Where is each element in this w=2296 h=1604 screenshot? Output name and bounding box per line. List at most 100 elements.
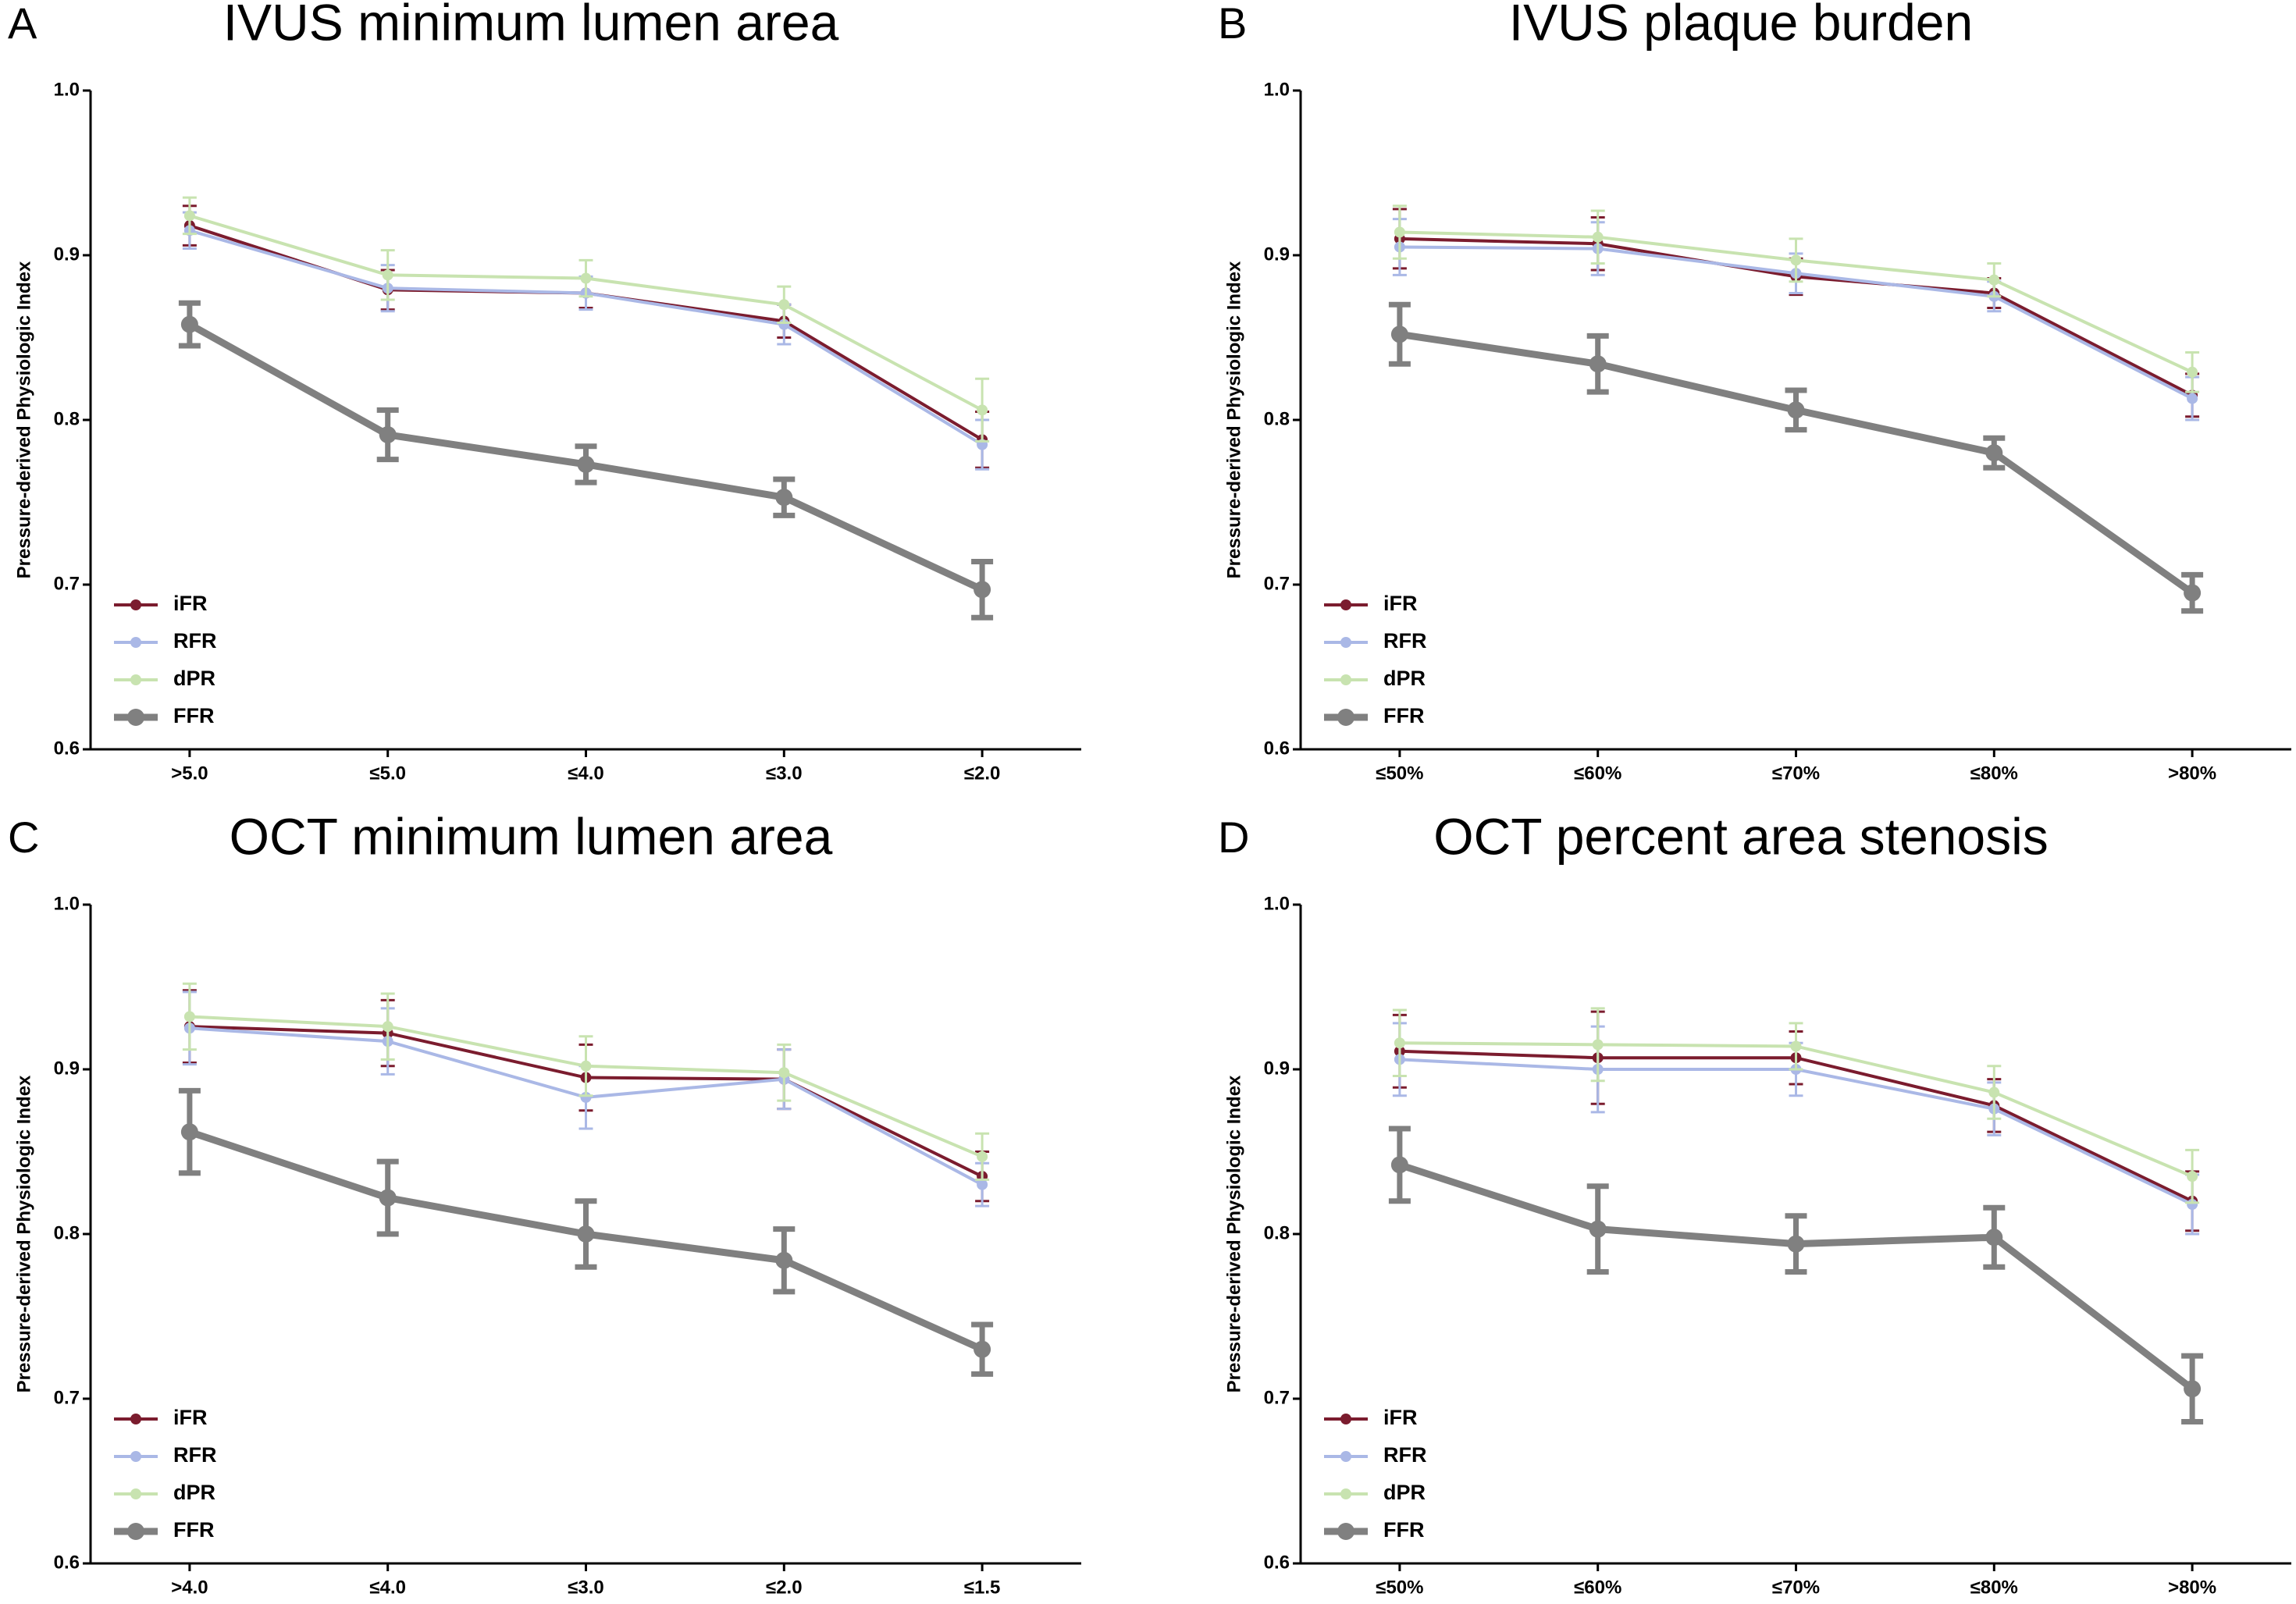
legend-label: RFR [1383,629,1427,653]
point [1787,401,1805,419]
panel-label: D [1218,813,1249,862]
point [1592,1039,1604,1051]
legend-marker [127,709,144,726]
point [180,315,198,333]
legend-label: FFR [1383,1518,1424,1542]
point [1589,1220,1607,1238]
chart-title: OCT minimum lumen area [230,807,833,865]
y-tick-label: 1.0 [1264,79,1290,100]
point [580,1060,592,1072]
point [183,210,195,222]
y-tick-label: 0.9 [1264,244,1290,265]
legend-label: iFR [173,592,208,615]
point [1394,1037,1405,1049]
point [778,1067,790,1079]
y-tick-label: 0.7 [1264,573,1290,594]
point [382,269,393,281]
x-tick-label: ≤80% [1970,763,2018,784]
point [1592,231,1604,243]
point [775,1251,793,1269]
x-tick-label: ≤70% [1772,1577,1820,1598]
y-tick-label: 0.8 [54,408,80,429]
point [2187,366,2198,378]
point [1988,274,2000,286]
legend-label: dPR [173,667,215,690]
series-line [189,224,984,442]
x-tick-label: ≤60% [1574,763,1621,784]
x-tick-label: >5.0 [171,763,208,784]
legend-marker [1340,1414,1351,1424]
legend-marker [130,637,141,648]
legend-marker [127,1523,144,1540]
x-tick-label: ≤1.5 [964,1577,1001,1598]
series-line [1399,330,2195,596]
legend-marker [1337,709,1354,726]
legend-label: RFR [173,629,217,653]
legend-marker [1340,1488,1351,1499]
legend-label: RFR [173,1443,217,1467]
x-tick-label: ≤4.0 [369,1577,406,1598]
panel: C OCT minimum lumen area Pressure-derived … [8,807,1081,1598]
point [382,1021,393,1033]
y-tick-label: 0.9 [54,1058,80,1079]
point [577,1225,595,1243]
legend-label: iFR [173,1406,208,1429]
legend-marker [130,599,141,610]
legend-label: dPR [1383,1481,1426,1504]
point [180,1123,198,1141]
point [977,1151,988,1162]
legend-label: FFR [173,1518,214,1542]
y-tick-label: 0.7 [1264,1387,1290,1408]
x-tick-label: >4.0 [171,1577,208,1598]
legend-marker [130,1414,141,1424]
point [577,455,595,473]
point [1985,444,2003,462]
legend-label: FFR [173,704,214,727]
panel-label: A [8,0,37,48]
series-line [1398,1161,2195,1392]
x-tick-label: ≤3.0 [568,1577,604,1598]
x-tick-label: >80% [2168,763,2216,784]
point [379,425,397,443]
y-tick-label: 0.6 [54,1552,80,1573]
x-tick-label: ≤60% [1574,1577,1621,1598]
point [1790,254,1802,266]
x-tick-label: ≤3.0 [766,763,803,784]
point [1790,1040,1802,1052]
panel-label: C [8,813,39,862]
point [379,1189,397,1207]
point [974,581,991,599]
y-tick-label: 0.9 [54,244,80,265]
y-tick-label: 0.9 [1264,1058,1290,1079]
y-tick-label: 1.0 [54,893,80,914]
point [1394,226,1405,238]
point [1390,1156,1408,1174]
x-tick-label: ≤80% [1970,1577,2018,1598]
legend-label: dPR [1383,667,1426,690]
legend-marker [130,1488,141,1499]
point [183,1011,195,1023]
series-line [189,214,984,412]
legend-marker [1340,674,1351,685]
y-axis-label: Pressure-derived Physiologic Index [1223,1075,1244,1392]
y-axis-label: Pressure-derived Physiologic Index [13,1075,34,1392]
point [1787,1235,1805,1253]
legend-label: iFR [1383,592,1418,615]
y-tick-label: 0.7 [54,573,80,594]
point [2187,1171,2198,1183]
point [2184,584,2202,602]
legend-marker [1340,637,1351,648]
y-tick-label: 0.8 [54,1222,80,1243]
point [580,272,592,284]
point [977,1179,988,1190]
legend-label: FFR [1383,704,1424,727]
panel-label: B [1218,0,1247,48]
point [775,489,793,507]
legend-marker [1340,599,1351,610]
chart-title: IVUS minimum lumen area [223,0,839,51]
x-tick-label: ≤5.0 [369,763,406,784]
point [1589,355,1607,373]
point [1985,1229,2003,1247]
legend-marker [130,674,141,685]
y-tick-label: 0.8 [1264,408,1290,429]
